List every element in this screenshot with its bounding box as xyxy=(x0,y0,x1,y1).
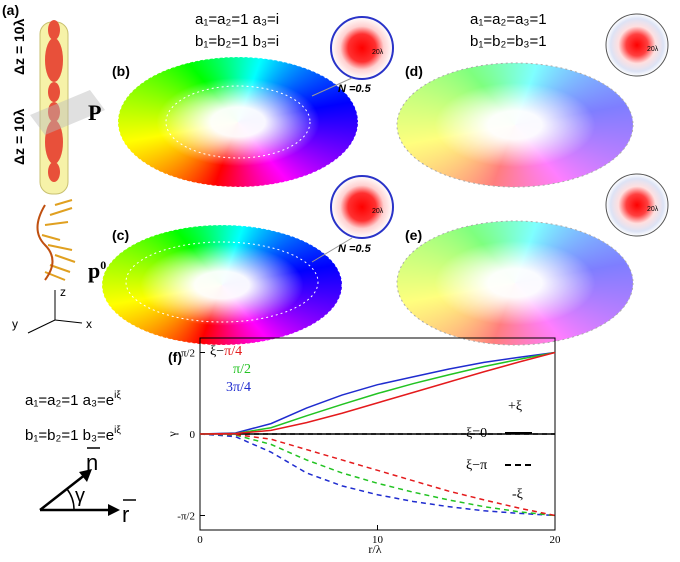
panel-label: (c) xyxy=(112,227,129,243)
disk-outlines xyxy=(101,56,634,346)
axes-triad xyxy=(27,290,83,334)
legend-entry: 3π/4 xyxy=(226,380,251,395)
param: a₁=a₂=1 a₃=eiξ xyxy=(25,390,121,409)
axis-name: z xyxy=(60,285,66,299)
series-line xyxy=(199,433,556,517)
p-label: P xyxy=(88,100,101,125)
param-sup: iξ xyxy=(114,425,121,436)
disk-b xyxy=(118,57,358,187)
x-tick-label: 0 xyxy=(197,534,203,546)
param: b₁=b₂=1 b₃=i xyxy=(195,33,279,50)
series-line xyxy=(199,351,556,435)
scale-label: 20λ xyxy=(647,46,659,53)
disk-e xyxy=(397,221,633,345)
legend-entry: π/4 xyxy=(224,344,242,359)
series-line xyxy=(199,433,556,517)
p0-sup: 0 xyxy=(100,258,106,272)
disk-c xyxy=(102,225,342,345)
legend-entry: π/2 xyxy=(233,362,251,377)
series-line xyxy=(199,351,556,435)
param: b₁=b₂=b₃=1 xyxy=(470,33,547,50)
param: a₁=a₂=a₃=1 xyxy=(470,11,547,28)
param: a₁=a₂=1 a₃=e xyxy=(25,392,114,409)
panel-label: (b) xyxy=(112,63,130,79)
p0-label: p0 xyxy=(88,258,106,283)
annotation: +ξ xyxy=(508,399,522,414)
param-sup: iξ xyxy=(114,390,121,401)
param: b₁=b₂=1 b₃=eiξ xyxy=(25,425,121,444)
y-axis-label: γ xyxy=(165,431,179,438)
y-tick-label: π/2 xyxy=(181,347,195,359)
dz-label: Δz = 10λ xyxy=(11,108,27,165)
annotation: -ξ xyxy=(512,487,523,502)
chart: -π/20π/20 10 20 xyxy=(177,347,561,546)
insets xyxy=(311,13,669,263)
n-label: N =0.5 xyxy=(338,243,372,255)
panel-label: (f) xyxy=(168,349,182,365)
param: b₁=b₂=1 b₃=e xyxy=(25,427,114,444)
x-tick-label: 20 xyxy=(550,534,562,546)
n-label: N =0.5 xyxy=(338,83,372,95)
series-line xyxy=(199,433,556,517)
scale-label: 20λ xyxy=(647,206,659,213)
legend-entry: ξ=0 xyxy=(466,426,487,441)
panel-label: (d) xyxy=(405,63,423,79)
y-tick-label: -π/2 xyxy=(177,511,195,523)
legend: ξ−π/4 xyxy=(210,344,242,359)
beam xyxy=(30,20,105,281)
legend-prefix: ξ− xyxy=(210,344,224,359)
scale-label: 20λ xyxy=(372,208,384,215)
angle-diagram xyxy=(39,469,120,516)
axis-name: y xyxy=(12,317,18,331)
dz-label: Δz = 10λ xyxy=(11,18,27,75)
p0-label: p xyxy=(88,258,100,283)
scale-label: 20λ xyxy=(372,49,384,56)
legend-entry: ξ−π xyxy=(466,458,487,473)
param: a₁=a₂=1 a₃=i xyxy=(195,11,279,28)
x-axis-label: r/λ xyxy=(368,542,381,556)
panel-label: (a) xyxy=(2,2,19,18)
x-tick-label: 10 xyxy=(372,534,384,546)
vector-label: r xyxy=(122,502,129,527)
y-tick-label: 0 xyxy=(190,429,196,441)
vector-arrows xyxy=(87,447,136,501)
panel-label: (e) xyxy=(405,227,422,243)
vector-label: n xyxy=(86,450,98,475)
series-line xyxy=(199,351,556,435)
angle-label: γ xyxy=(75,485,85,507)
disk-d xyxy=(397,63,633,187)
axis-name: x xyxy=(86,317,92,331)
